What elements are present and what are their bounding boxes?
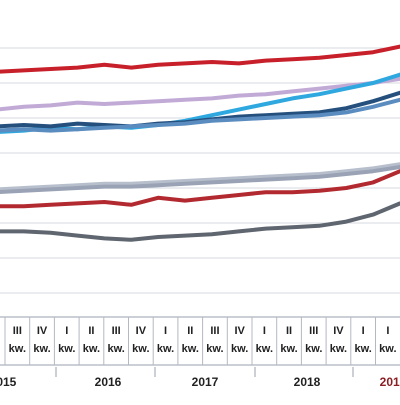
year-label-2017: 2017 [192, 375, 219, 389]
quarter-unit-label-3: kw. [83, 343, 100, 355]
year-label-2018: 2018 [294, 375, 321, 389]
year-label-2016: 2016 [95, 375, 122, 389]
quarter-label-13: IV [333, 325, 344, 337]
quarter-unit-label-14: kw. [354, 343, 371, 355]
quarter-unit-label-15: kw. [379, 343, 396, 355]
series-line-8 [0, 201, 400, 242]
series-line-5 [0, 162, 400, 192]
series-line-0 [0, 44, 400, 74]
quarter-unit-label-1: kw. [33, 343, 50, 355]
quarter-label-4: III [112, 325, 121, 337]
series-line-1 [0, 76, 400, 112]
year-label-2015: 2015 [0, 375, 17, 389]
quarter-unit-label-4: kw. [107, 343, 124, 355]
quarter-unit-label-10: kw. [256, 343, 273, 355]
quarter-label-12: III [309, 325, 318, 337]
quarter-unit-label-5: kw. [132, 343, 149, 355]
quarter-unit-label-0: kw. [9, 343, 26, 355]
quarter-unit-label-2: kw. [58, 343, 75, 355]
quarter-label-6: I [164, 325, 167, 337]
quarter-label-11: II [286, 325, 292, 337]
quarter-label-0: III [13, 325, 22, 337]
quarter-label-2: I [65, 325, 68, 337]
quarter-unit-label-7: kw. [182, 343, 199, 355]
quarter-unit-label-13: kw. [330, 343, 347, 355]
series-line-7 [0, 169, 400, 209]
quarter-unit-label-11: kw. [280, 343, 297, 355]
quarter-unit-label-8: kw. [206, 343, 223, 355]
quarter-unit-label-12: kw. [305, 343, 322, 355]
series-line-6 [0, 165, 400, 195]
quarter-label-9: IV [234, 325, 245, 337]
series-line-4 [0, 97, 400, 133]
quarter-label-7: II [187, 325, 193, 337]
quarter-label-3: II [88, 325, 94, 337]
quarter-label-15: I [386, 325, 389, 337]
quarter-label-1: IV [37, 325, 48, 337]
year-label-2019: 2019 [380, 375, 400, 389]
quarter-unit-label-6: kw. [157, 343, 174, 355]
quarter-label-5: IV [136, 325, 147, 337]
x-axis: IIIkw.IVkw.Ikw.IIkw.IIIkw.IVkw.Ikw.IIkw.… [0, 316, 400, 389]
quarter-unit-label-9: kw. [231, 343, 248, 355]
quarter-label-8: III [210, 325, 219, 337]
series-layer [0, 44, 400, 242]
quarter-label-10: I [263, 325, 266, 337]
quarter-label-14: I [362, 325, 365, 337]
